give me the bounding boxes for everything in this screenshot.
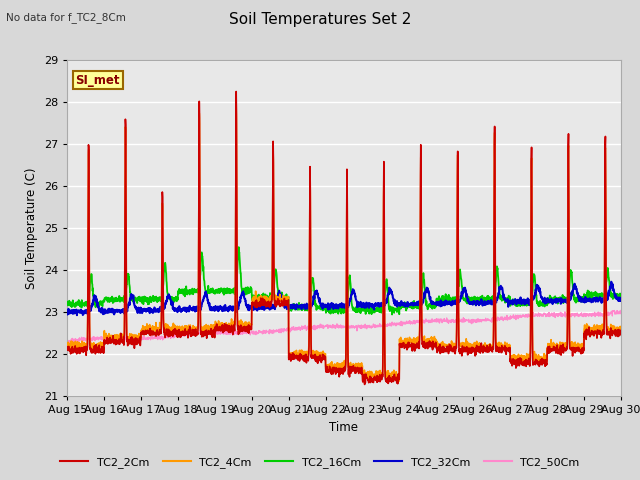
Text: SI_met: SI_met [76, 73, 120, 86]
Text: Soil Temperatures Set 2: Soil Temperatures Set 2 [229, 12, 411, 27]
X-axis label: Time: Time [330, 420, 358, 433]
Text: No data for f_TC2_8Cm: No data for f_TC2_8Cm [6, 12, 126, 23]
Legend: TC2_2Cm, TC2_4Cm, TC2_16Cm, TC2_32Cm, TC2_50Cm: TC2_2Cm, TC2_4Cm, TC2_16Cm, TC2_32Cm, TC… [56, 452, 584, 472]
Y-axis label: Soil Temperature (C): Soil Temperature (C) [26, 167, 38, 289]
